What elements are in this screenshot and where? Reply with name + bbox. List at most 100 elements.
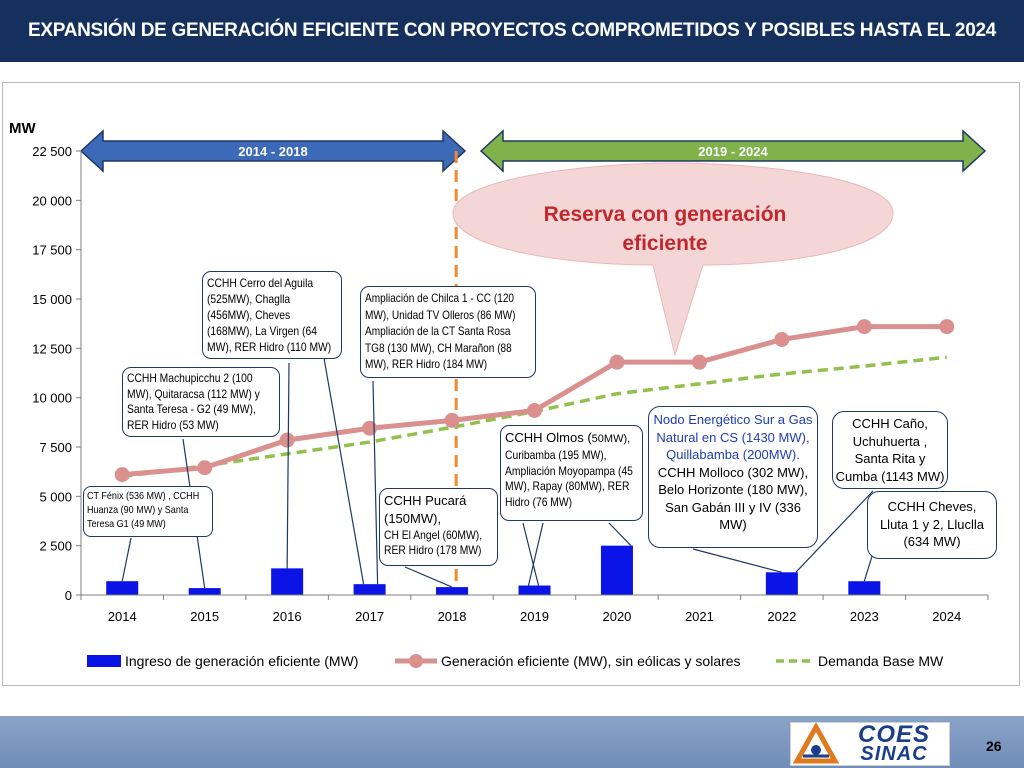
annotation-2016-line: (525MW), Chaglla bbox=[207, 292, 291, 306]
annotation-2017: Ampliación de Chilca 1 - CC (120 MW), Un… bbox=[360, 286, 536, 378]
coes-sinac-logo: COES SINAC bbox=[790, 722, 950, 766]
page-title: EXPANSIÓN DE GENERACIÓN EFICIENTE CON PR… bbox=[27, 20, 996, 41]
annotation-2020-line: Belo Horizonte (180 MW), bbox=[658, 482, 808, 497]
annotation-connector bbox=[286, 362, 290, 569]
annotation-2016-line: CCHH Cerro del Aguila bbox=[207, 276, 314, 290]
x-tick-label: 2024 bbox=[932, 609, 961, 624]
annotation-2018-line: RER Hidro (178 MW) bbox=[384, 543, 482, 557]
efficient-point-2023 bbox=[856, 319, 872, 335]
y-tick-label: 5 000 bbox=[39, 489, 72, 504]
annotation-2022-line: Santa Rita y bbox=[854, 451, 926, 466]
bar-2022 bbox=[765, 572, 798, 595]
annotation-2015-line: RER Hidro (53 MW) bbox=[127, 417, 219, 432]
annotation-2022-line: Uchuhuerta , bbox=[852, 433, 928, 449]
annotation-2016: CCHH Cerro del Aguila (525MW), Chaglla (… bbox=[202, 271, 342, 359]
x-tick-label: 2023 bbox=[850, 609, 879, 624]
x-tick-label: 2021 bbox=[685, 609, 714, 624]
annotation-connector bbox=[863, 552, 874, 582]
chart-frame: 2014 - 2018 2019 - 2024 Reserva con gener… bbox=[2, 82, 1020, 686]
efficient-point-2022 bbox=[774, 331, 790, 347]
y-axis-label: MW bbox=[9, 120, 36, 137]
efficient-point-2014 bbox=[114, 467, 130, 483]
annotation-2019-line: Hidro (76 MW) bbox=[505, 494, 573, 509]
header-bar: EXPANSIÓN DE GENERACIÓN EFICIENTE CON PR… bbox=[0, 0, 1024, 62]
legend-label: Demanda Base MW bbox=[818, 653, 944, 669]
annotation-2019: CCHH Olmos (50MW), Curibamba (195 MW), A… bbox=[500, 425, 643, 521]
annotation-2017-line: TG8 (130 MW), CH Marañon (88 bbox=[365, 340, 512, 355]
annotation-connector bbox=[320, 340, 365, 585]
annotation-2017-line: MW), RER Hidro (184 MW) bbox=[365, 357, 488, 371]
y-tick-label: 17 500 bbox=[32, 243, 72, 258]
efficient-point-2020 bbox=[609, 354, 625, 370]
annotation-2023-line: (634 MW) bbox=[903, 534, 961, 549]
annotation-2023-line: Lluta 1 y 2, Lluclla bbox=[879, 516, 985, 532]
efficient-point-2017 bbox=[362, 420, 378, 436]
annotation-connector bbox=[121, 537, 132, 582]
period-arrow-2014-2018 bbox=[79, 129, 467, 173]
annotation-2020-line: MW) bbox=[719, 517, 747, 532]
legend-swatch-marker bbox=[409, 654, 423, 668]
annotation-2019-line: MW), Rapay (80MW), RER bbox=[505, 479, 630, 493]
x-tick-label: 2020 bbox=[602, 609, 631, 624]
reserve-callout-bubble bbox=[452, 162, 894, 357]
annotation-2019-title-part: CCHH Olmos ( bbox=[505, 430, 592, 445]
bar-2019 bbox=[518, 585, 551, 595]
annotation-2016-line: MW), RER Hidro (110 MW) bbox=[207, 340, 332, 354]
annotation-2015: CCHH Machupicchu 2 (100 MW), Quitaracsa … bbox=[122, 367, 280, 437]
y-tick-label: 7 500 bbox=[39, 440, 72, 455]
annotation-2017-line: Ampliación de la CT Santa Rosa bbox=[365, 324, 511, 338]
annotation-2019-title-part: 50MW), bbox=[591, 433, 631, 445]
annotation-connector bbox=[692, 548, 783, 573]
annotation-2022-line: Cumba (1143 MW) bbox=[835, 468, 945, 484]
annotation-2017-line: Ampliación de Chilca 1 - CC (120 bbox=[365, 291, 515, 305]
annotation-2023-line: CCHH Cheves, bbox=[887, 499, 977, 514]
annotation-connector bbox=[795, 490, 874, 573]
annotation-connector bbox=[527, 522, 544, 586]
efficient-point-2024 bbox=[939, 319, 955, 335]
x-tick-label: 2014 bbox=[108, 609, 137, 624]
logo-text: COES bbox=[857, 721, 930, 748]
y-tick-label: 12 500 bbox=[32, 341, 72, 356]
annotation-2020-line: San Gabán III y IV (336 bbox=[665, 499, 801, 515]
annotation-2019-line: Curibamba (195 MW), bbox=[505, 448, 607, 462]
y-tick-label: 22 500 bbox=[32, 144, 72, 159]
annotation-2020-line: Nodo Energético Sur a Gas bbox=[653, 412, 813, 427]
period-arrow-2019-2024 bbox=[479, 129, 987, 173]
x-tick-label: 2016 bbox=[273, 609, 302, 624]
efficient-point-2016 bbox=[279, 432, 295, 448]
x-tick-label: 2018 bbox=[438, 609, 467, 624]
page-number: 26 bbox=[986, 738, 1002, 754]
annotation-2014-line: Teresa G1 (49 MW) bbox=[87, 518, 166, 530]
annotation-2020: Nodo Energético Sur a Gas Natural en CS … bbox=[648, 406, 818, 548]
bar-2017 bbox=[353, 584, 386, 595]
annotation-2015-line: Santa Teresa - G2 (49 MW), bbox=[127, 402, 256, 416]
efficient-point-2019 bbox=[527, 402, 542, 418]
annotation-2018-title: CCHH Pucará bbox=[384, 493, 467, 508]
y-tick-label: 0 bbox=[65, 588, 72, 603]
y-tick-label: 20 000 bbox=[32, 193, 72, 208]
period-arrow-2019-2024-label: 2019 - 2024 bbox=[698, 144, 768, 159]
legend-label: Generación eficiente (MW), sin eólicas y… bbox=[441, 653, 741, 669]
annotation-connector bbox=[404, 566, 453, 588]
annotation-connector bbox=[608, 522, 632, 547]
annotation-2020-line: CCHH Molloco (302 MW), bbox=[657, 464, 809, 480]
efficient-point-2015 bbox=[197, 460, 213, 476]
annotation-2020-line: Quillabamba (200MW). bbox=[666, 447, 800, 462]
y-tick-label: 15 000 bbox=[32, 292, 72, 307]
annotation-2018-line: CH El Angel (60MW), bbox=[384, 528, 483, 542]
x-tick-label: 2019 bbox=[520, 609, 549, 624]
bar-2020 bbox=[600, 545, 633, 595]
y-tick-label: 10 000 bbox=[32, 391, 72, 406]
annotation-2023: CCHH Cheves, Lluta 1 y 2, Lluclla (634 M… bbox=[867, 491, 997, 559]
efficient-point-2021 bbox=[691, 354, 707, 370]
logo-text: SINAC bbox=[860, 743, 928, 765]
bar-2016 bbox=[271, 568, 304, 595]
chart: 2014 - 2018 2019 - 2024 Reserva con gener… bbox=[9, 120, 989, 669]
reserve-label: eficiente bbox=[622, 232, 707, 255]
bar-2014 bbox=[106, 581, 139, 595]
annotation-2016-line: (168MW), La Virgen (64 bbox=[207, 324, 317, 338]
annotation-2014-line: Huanza (90 MW) y Santa bbox=[87, 504, 189, 516]
annotation-2019-line: Ampliación Moyopampa (45 bbox=[505, 463, 633, 478]
bar-2018 bbox=[436, 587, 469, 595]
coes-triangle-icon bbox=[793, 723, 839, 764]
